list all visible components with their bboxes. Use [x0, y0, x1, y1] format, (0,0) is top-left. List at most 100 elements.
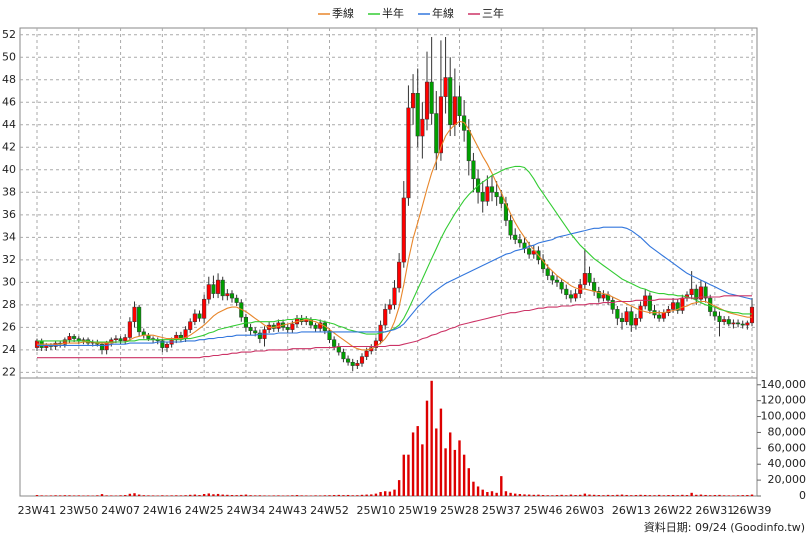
- volume-bar: [630, 495, 633, 496]
- volume-bar: [476, 486, 480, 496]
- volume-bar: [165, 495, 169, 496]
- volume-bar: [523, 494, 526, 496]
- candle-body: [164, 343, 170, 348]
- candle-body: [202, 298, 207, 319]
- candle-body: [364, 350, 369, 357]
- volume-bar: [667, 495, 670, 496]
- candle-body: [257, 332, 262, 339]
- candle-body: [694, 288, 699, 300]
- volume-bar: [175, 495, 178, 496]
- candle-body: [438, 96, 443, 154]
- volume-bar: [346, 494, 350, 496]
- candle-body: [471, 160, 476, 180]
- candle-body: [206, 284, 211, 300]
- volume-bar: [467, 468, 470, 496]
- volume-bar: [323, 495, 327, 496]
- candle-body: [717, 315, 722, 322]
- footer: 資料日期: 09/24 (Goodinfo.tw): [644, 520, 805, 534]
- volume-bar: [592, 494, 596, 496]
- volume-bar: [226, 494, 229, 496]
- volume-bar: [124, 495, 127, 496]
- volume-bar: [597, 495, 600, 496]
- volume-bar: [569, 494, 573, 496]
- volume-bar: [565, 495, 568, 496]
- candle-body: [429, 81, 434, 114]
- candle-body: [383, 309, 388, 326]
- y-tick-label: 40: [2, 163, 16, 176]
- ma-line: [37, 165, 752, 343]
- volume-bar: [490, 491, 494, 496]
- candle-body: [698, 286, 703, 300]
- volume-bar: [685, 495, 689, 496]
- candle-body: [118, 338, 123, 342]
- y2-tick-label: 100,000: [761, 410, 807, 423]
- volume-bar: [170, 495, 173, 496]
- volume-bar: [671, 494, 675, 496]
- volume-bar: [216, 493, 220, 496]
- candle-body: [327, 330, 332, 340]
- candle-body: [485, 186, 490, 202]
- volume-bar: [616, 494, 619, 496]
- volume-bar: [509, 492, 512, 496]
- volume-bar: [230, 495, 234, 496]
- volume-bar: [458, 440, 461, 496]
- volume-bar: [746, 495, 749, 496]
- candle-body: [633, 318, 638, 326]
- volume-bar: [254, 495, 257, 496]
- x-tick-label: 25W10: [356, 504, 395, 517]
- y-tick-label: 30: [2, 275, 16, 288]
- volume-bar: [142, 495, 145, 496]
- x-tick-label: 25W19: [398, 504, 437, 517]
- volume-bar: [202, 494, 206, 496]
- candle-body: [527, 248, 532, 255]
- candle-body: [420, 118, 425, 137]
- candle-body: [188, 321, 193, 330]
- candle-body: [132, 306, 137, 322]
- candle-body: [647, 295, 652, 311]
- volume-bar: [606, 494, 610, 496]
- volume-bar: [695, 494, 698, 496]
- volume-bar: [314, 495, 317, 496]
- y2-tick-label: 0: [799, 489, 806, 502]
- candle-body: [243, 316, 248, 328]
- volume-bar: [527, 494, 531, 496]
- volume-bar: [560, 494, 563, 496]
- volume-bar: [365, 494, 368, 496]
- volume-bar: [291, 495, 294, 496]
- volume-bar: [425, 400, 429, 496]
- candle-body: [615, 309, 620, 319]
- ma-line: [37, 226, 753, 346]
- candle-body: [643, 295, 648, 307]
- candle-body: [675, 302, 680, 311]
- x-tick-label: 23W50: [59, 504, 98, 517]
- candle-body: [517, 239, 522, 244]
- candle-body: [290, 323, 295, 330]
- candle-body: [638, 305, 643, 319]
- volume-bar: [546, 495, 549, 496]
- volume-bar: [305, 495, 308, 496]
- volume-bar: [662, 495, 665, 496]
- candle-body: [726, 319, 731, 325]
- volume-bar: [555, 495, 559, 496]
- candle-body: [392, 287, 397, 306]
- candle-body: [197, 313, 202, 319]
- volume-bar: [407, 454, 410, 496]
- volume-bar: [360, 494, 364, 496]
- candle-body: [67, 336, 72, 340]
- volume-bar: [397, 480, 401, 496]
- legend-label: 年線: [432, 6, 454, 20]
- volume-bar: [644, 494, 647, 496]
- volume-bar: [634, 495, 638, 496]
- candle-body: [72, 336, 77, 339]
- y-tick-label: 24: [2, 343, 16, 356]
- volume-bar: [384, 491, 387, 496]
- volume-bar: [495, 492, 498, 496]
- candle-body: [229, 293, 235, 299]
- volume-bar: [332, 495, 336, 496]
- x-tick-label: 24W34: [226, 504, 265, 517]
- candle-body: [313, 324, 318, 329]
- candle-body: [387, 304, 392, 310]
- candle-body: [573, 293, 578, 299]
- x-tick-label: 25W46: [524, 504, 563, 517]
